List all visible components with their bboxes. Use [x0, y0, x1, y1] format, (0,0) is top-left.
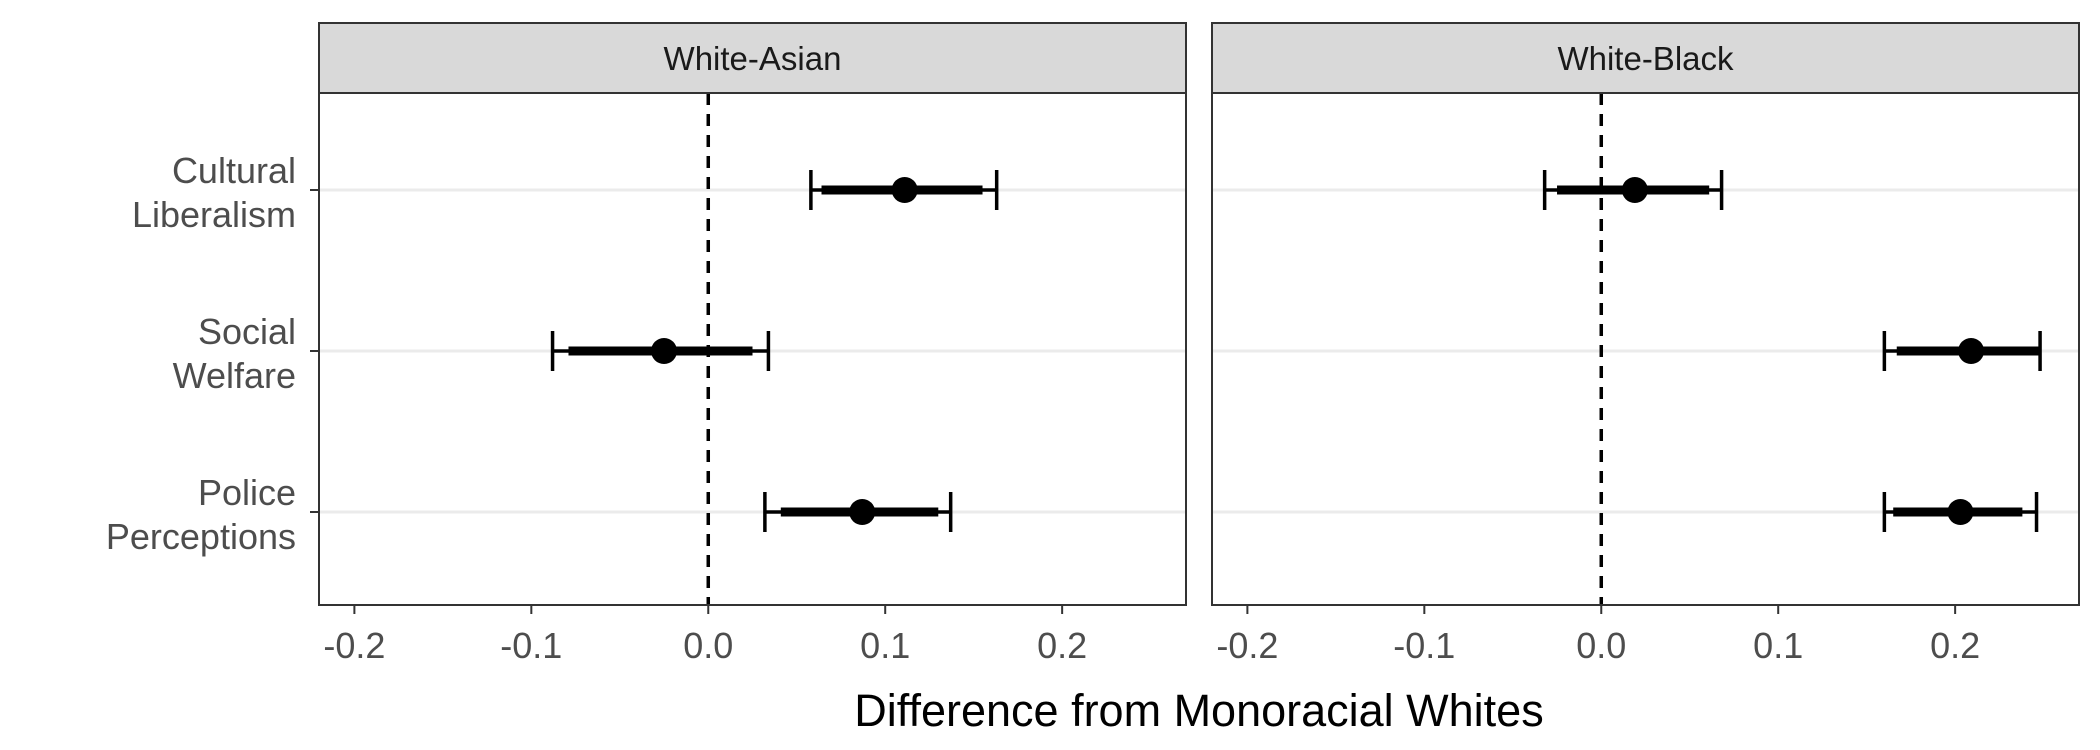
y-category-label-line: Social: [198, 311, 296, 352]
panel-border: [1211, 92, 2080, 606]
x-tick-label: 0.1: [860, 625, 910, 666]
panel-strip: [1211, 22, 2080, 94]
point-estimate: [1958, 338, 1985, 364]
panel-border: [318, 92, 1187, 606]
panel-title: White-Black: [1557, 40, 1734, 77]
y-category-label-line: Cultural: [172, 150, 296, 191]
x-tick-label: 0.0: [1576, 625, 1626, 666]
point-estimate: [849, 499, 876, 525]
x-tick-label: 0.2: [1037, 625, 1087, 666]
point-estimate: [1947, 499, 1974, 525]
x-tick-label: 0.2: [1930, 625, 1980, 666]
x-tick-label: -0.2: [323, 625, 385, 666]
point-estimate: [1621, 177, 1648, 203]
panel-strip: [318, 22, 1187, 94]
point-estimate: [891, 177, 918, 203]
x-tick-label: -0.2: [1216, 625, 1278, 666]
x-tick-label: 0.1: [1753, 625, 1803, 666]
x-tick-label: -0.1: [500, 625, 562, 666]
x-tick-label: 0.0: [683, 625, 733, 666]
y-category-label-line: Welfare: [173, 355, 296, 396]
x-tick-label: -0.1: [1393, 625, 1455, 666]
x-axis-title: Difference from Monoracial Whites: [854, 685, 1543, 736]
y-category-label-line: Perceptions: [106, 516, 296, 557]
panel-title: White-Asian: [664, 40, 842, 77]
point-estimate: [651, 338, 678, 364]
y-category-label-line: Police: [198, 472, 296, 513]
y-category-label-line: Liberalism: [132, 194, 296, 235]
